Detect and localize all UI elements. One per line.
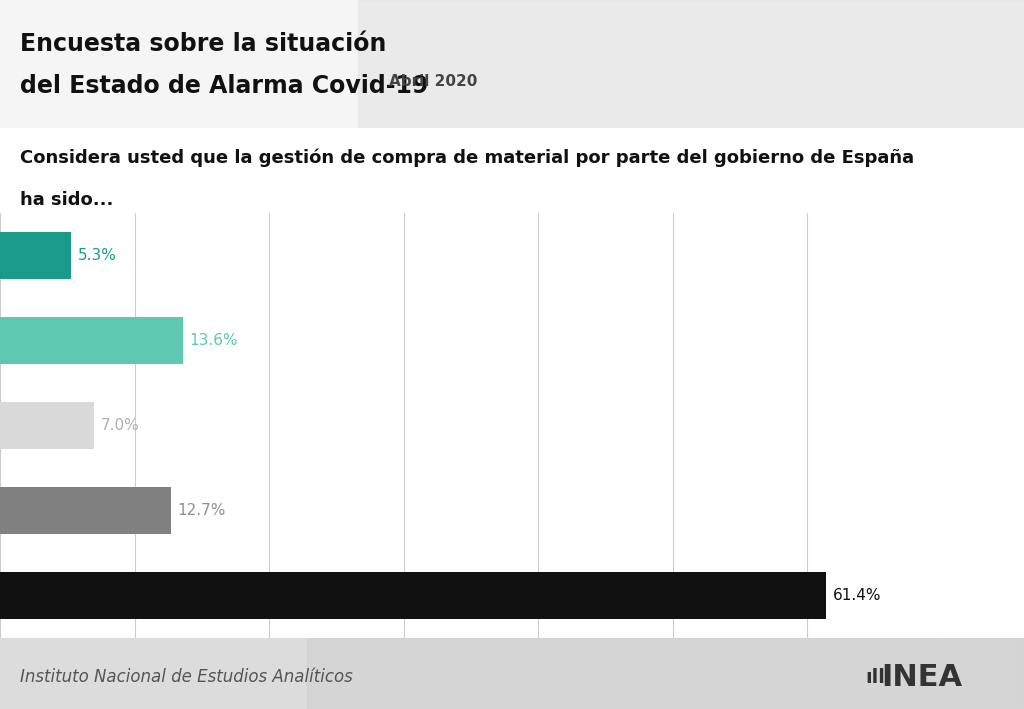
Text: Abril 2020: Abril 2020 [389,74,477,89]
Text: Encuesta sobre la situación: Encuesta sobre la situación [20,32,387,56]
Text: ıll: ıll [865,668,886,686]
Bar [0,232,72,279]
Text: Considera usted que la gestión de compra de material por parte del gobierno de E: Considera usted que la gestión de compra… [20,149,914,167]
Text: 5.3%: 5.3% [78,247,117,263]
Bar [0,572,826,619]
Text: 7.0%: 7.0% [101,418,139,433]
Text: 61.4%: 61.4% [834,588,882,603]
Bar [358,0,1024,128]
Text: INEA: INEA [881,663,963,691]
Bar [0,487,171,534]
Bar [307,638,1024,709]
Text: ha sido...: ha sido... [20,191,114,209]
Text: del Estado de Alarma Covid-19: del Estado de Alarma Covid-19 [20,74,429,98]
Text: 13.6%: 13.6% [189,333,239,348]
Text: 12.7%: 12.7% [177,503,226,518]
Bar [0,317,183,364]
Bar [0,402,94,449]
Text: Instituto Nacional de Estudios Analíticos: Instituto Nacional de Estudios Analítico… [20,668,353,686]
